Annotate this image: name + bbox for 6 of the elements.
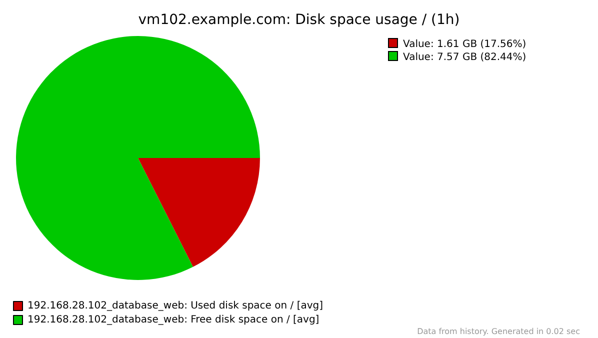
legend-label: 192.168.28.102_database_web: Used disk space on / [avg] bbox=[28, 300, 324, 312]
text: Value: 7.57 GB (82.44%) bbox=[403, 52, 526, 63]
chart-title: vm102.example.com: Disk space usage / (1h) bbox=[138, 12, 460, 28]
text: Data from history. Generated in 0.02 sec bbox=[417, 327, 580, 336]
legend-label: 192.168.28.102_database_web: Free disk space on / [avg] bbox=[28, 314, 320, 326]
text: Value: 1.61 GB (17.56%) bbox=[403, 39, 526, 50]
